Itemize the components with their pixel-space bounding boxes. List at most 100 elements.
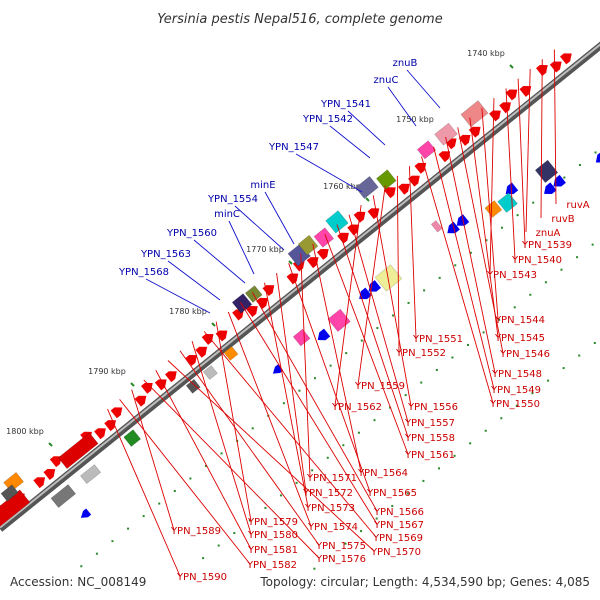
guide-dot [329, 364, 332, 367]
scale-label: 1760 kbp [323, 182, 361, 191]
guide-dot [95, 552, 98, 555]
leader-line [517, 78, 526, 245]
cds-arrow [337, 232, 349, 244]
cds-arrow [43, 469, 56, 480]
leader-line [396, 175, 400, 353]
guide-dot [376, 327, 379, 330]
feature-block [185, 378, 201, 394]
leader-line [264, 191, 295, 245]
cds-arrow [201, 333, 214, 345]
leader-line [433, 146, 495, 390]
gene-label: YPN_1582 [246, 560, 297, 571]
leader-line [540, 59, 543, 219]
gene-label: YPN_1549 [490, 385, 541, 396]
leader-line [167, 360, 375, 552]
cds-arrow [154, 379, 167, 391]
cds-arrow [94, 428, 106, 440]
gene-label: YPN_1568 [118, 267, 169, 278]
guide-dot [264, 506, 267, 509]
cds-arrow [256, 297, 268, 309]
gene-label: YPN_1579 [247, 517, 298, 528]
cds-arrow [468, 126, 481, 138]
guide-dot [111, 540, 114, 543]
gene-label: YPN_1543 [486, 270, 537, 281]
guide-dot [280, 494, 283, 497]
scale-label: 1780 kbp [169, 307, 207, 316]
leader-line [489, 98, 495, 275]
gene-label: ruvB [551, 214, 574, 225]
guide-dot [513, 306, 516, 309]
guide-dot [360, 530, 363, 533]
cds-arrow [499, 102, 511, 114]
leader-line [179, 350, 320, 546]
feature-block [123, 429, 141, 447]
gene-labels: znuB znuC YPN_1541 YPN_1542 YPN_1547 minE YPN_… [118, 58, 590, 583]
feature-block [460, 100, 489, 128]
feature-block [57, 432, 99, 470]
feature-block [0, 489, 31, 528]
guide-dot [576, 256, 579, 259]
guide-dot [501, 226, 504, 229]
dotted-guide-rings [80, 151, 597, 570]
leader-line [334, 204, 362, 407]
guide-dot [454, 264, 457, 267]
leader-line [347, 110, 386, 146]
cds-arrow [141, 382, 153, 394]
feature-tracks [0, 53, 600, 528]
cds-arrow [49, 456, 62, 468]
guide-dot [544, 281, 547, 284]
leader-line [234, 205, 285, 251]
guide-dot [591, 243, 594, 246]
gene-label: YPN_1565 [366, 488, 417, 499]
scale-tick [509, 64, 514, 69]
guide-dot [532, 201, 535, 204]
guide-dot [373, 419, 376, 422]
leader-line [131, 389, 175, 531]
gene-label: YPN_1572 [302, 488, 353, 499]
gene-label: YPN_1581 [247, 545, 298, 556]
leader-line [505, 88, 516, 260]
leader-line [421, 156, 494, 404]
guide-dot [391, 314, 394, 317]
gene-label: YPN_1560 [166, 228, 217, 239]
cds-arrow [397, 183, 410, 195]
guide-dot [482, 331, 485, 334]
guide-dot [562, 367, 565, 370]
cds-arrow [80, 508, 92, 518]
cds-arrow [505, 89, 518, 101]
scale-tick [211, 322, 216, 327]
scale-label: 1770 kbp [246, 245, 284, 254]
gene-label: znuB [393, 58, 418, 69]
guide-dot [500, 417, 503, 420]
gene-label: YPN_1552 [395, 348, 446, 359]
guide-dot [375, 517, 378, 520]
guide-dot [357, 431, 360, 434]
guide-dot [298, 389, 301, 392]
cds-arrow [165, 371, 177, 383]
guide-dot [142, 515, 145, 518]
gene-label: YPN_1563 [140, 249, 191, 260]
gene-label: YPN_1564 [357, 468, 408, 479]
cds-arrow [317, 328, 331, 341]
leader-line [525, 68, 531, 233]
cds-arrow [359, 287, 372, 300]
gene-label: minC [214, 209, 240, 220]
gene-label: YPN_1590 [176, 572, 227, 583]
cds-arrow [195, 346, 208, 358]
gene-label: YPN_1557 [404, 418, 455, 429]
guide-dot [529, 293, 532, 296]
cds-arrow [384, 187, 396, 199]
leader-line [193, 239, 246, 284]
guide-dot [593, 342, 596, 345]
guide-dot [578, 354, 581, 357]
guide-dot [391, 505, 394, 508]
scale-tick [365, 197, 370, 202]
gene-label: YPN_1540 [511, 255, 562, 266]
guide-dot [344, 542, 347, 545]
gene-label: YPN_1570 [370, 547, 421, 558]
leader-line [357, 185, 386, 386]
leader-line [329, 125, 371, 159]
gene-label: YPN_1569 [372, 533, 423, 544]
cds-arrow [549, 61, 562, 73]
